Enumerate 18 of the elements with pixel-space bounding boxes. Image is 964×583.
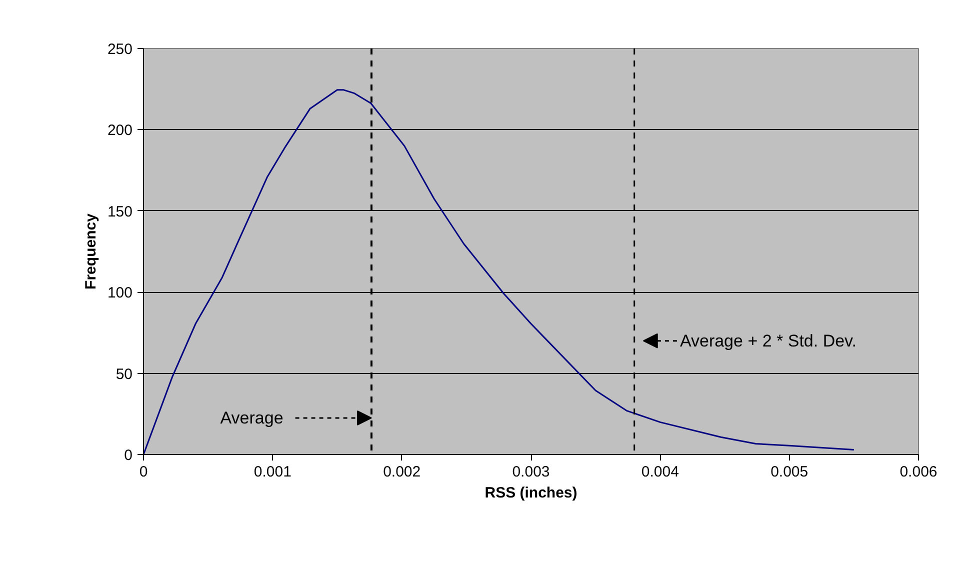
x-tick-label: 0 [139, 464, 148, 480]
x-tick-label: 0.004 [641, 464, 679, 480]
y-tick-label: 150 [107, 203, 133, 220]
y-axis-title: Frequency [82, 212, 100, 290]
x-tick-label: 0.001 [254, 464, 292, 480]
x-tick-label: 0.006 [900, 464, 938, 480]
ref-line-label: Average [220, 408, 284, 428]
x-tick-label: 0.002 [383, 464, 421, 480]
y-tick-label: 250 [107, 41, 133, 58]
x-tick-label: 0.003 [512, 464, 550, 480]
x-axis-title: RSS (inches) [484, 484, 578, 502]
y-tick-label: 50 [116, 366, 133, 383]
y-tick-label: 0 [124, 447, 132, 464]
x-tick-label: 0.005 [770, 464, 808, 480]
y-tick-label: 200 [107, 122, 133, 140]
ref-line-label: Average + 2 * Std. Dev. [680, 331, 857, 350]
line-series [144, 89, 855, 454]
y-tick-label: 100 [107, 284, 133, 302]
